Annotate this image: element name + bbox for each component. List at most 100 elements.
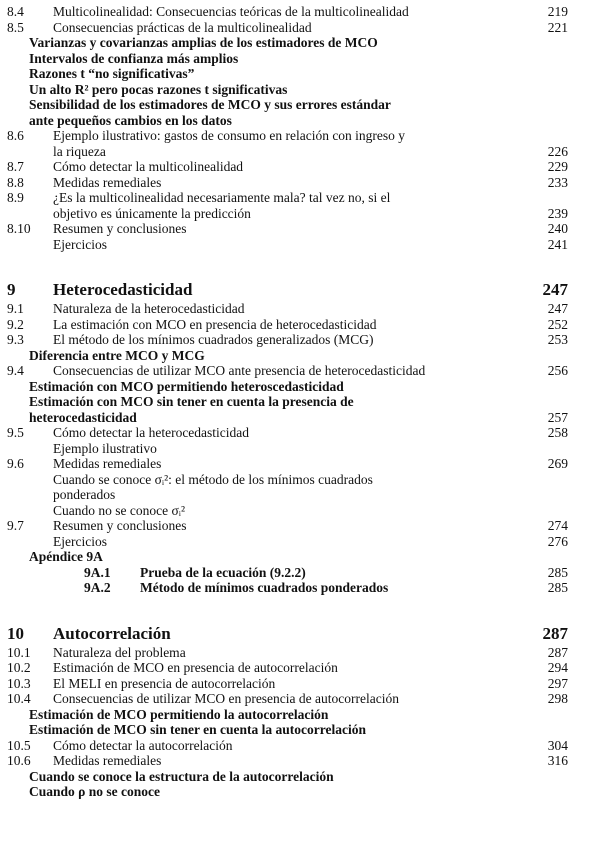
title-line: Consecuencias prácticas de la multicolin… — [53, 19, 312, 35]
title-line: Cómo detectar la autocorrelación — [53, 737, 233, 753]
toc-entry: 9A.2 Método de mínimos cuadrados ponderad… — [0, 580, 600, 596]
toc-entry: Estimación de MCO sin tener en cuenta la… — [0, 722, 600, 738]
title-line: Ejercicios — [53, 236, 107, 252]
toc-section: 8.4 Multicolinealidad: Consecuencias teór… — [0, 4, 600, 252]
entry-page: 257 — [547, 409, 568, 425]
entry-title: Apéndice 9A — [7, 549, 508, 565]
entry-page: 269 — [547, 456, 568, 471]
entry-title: Resumen y conclusiones — [53, 518, 508, 534]
toc-entry: Ejemplo ilustrativo — [0, 441, 600, 457]
title-line: Estimación de MCO sin tener en cuenta la… — [29, 722, 366, 737]
title-line: El método de los mínimos cuadrados gener… — [53, 332, 374, 347]
entry-page: 240 — [547, 221, 568, 236]
entry-title: Cuando se conoce σᵢ²: el método de los m… — [53, 472, 508, 503]
entry-page: 229 — [547, 159, 568, 174]
entry-title: Estimación de MCO en presencia de autoco… — [53, 660, 508, 676]
chapter-heading: 10 Autocorrelación 287 — [0, 623, 600, 644]
title-line: Medidas remediales — [53, 753, 162, 768]
entry-title: Un alto R² pero pocas razones t signific… — [7, 82, 508, 98]
toc-entry: Cuando se conoce σᵢ²: el método de los m… — [0, 472, 600, 503]
entry-title: Consecuencias de utilizar MCO ante prese… — [53, 363, 508, 379]
entry-number — [7, 441, 53, 457]
entry-number: 8.9 — [7, 190, 24, 205]
entry-title: Método de mínimos cuadrados ponderados — [140, 580, 508, 596]
entry-number: 8.8 — [7, 174, 24, 190]
toc-entry: Intervalos de confianza más amplios — [0, 51, 600, 67]
toc-entry: 9.2 La estimación con MCO en presencia de… — [0, 317, 600, 333]
title-line: Cómo detectar la multicolinealidad — [53, 159, 244, 174]
entry-title: Diferencia entre MCO y MCG — [7, 348, 508, 364]
title-line: Naturaleza de la heterocedasticidad — [53, 301, 245, 316]
chapter-page: 247 — [542, 280, 569, 299]
toc-entry: Varianzas y covarianzas amplias de los e… — [0, 35, 600, 51]
title-line: objetivo es únicamente la predicción — [53, 205, 251, 221]
entry-title: Medidas remediales — [53, 175, 508, 191]
entry-title: Estimación de MCO sin tener en cuenta la… — [7, 722, 508, 738]
toc-entry: Estimación de MCO permitiendo la autocor… — [0, 707, 600, 723]
title-line: Cuando se conoce la estructura de la aut… — [29, 768, 334, 784]
title-line: Razones t “no significativas” — [29, 66, 195, 81]
toc-entry: 8.4 Multicolinealidad: Consecuencias teór… — [0, 4, 600, 20]
toc-entry: Sensibilidad de los estimadores de MCO y… — [0, 97, 600, 128]
toc-section: 9 Heterocedasticidad 247 9.1 Naturaleza de l… — [0, 279, 600, 596]
entry-title: El método de los mínimos cuadrados gener… — [53, 332, 508, 348]
entry-title: Sensibilidad de los estimadores de MCO y… — [7, 97, 508, 128]
title-line: Consecuencias de utilizar MCO en presenc… — [53, 691, 399, 706]
toc-entry: Ejercicios 241 — [0, 237, 600, 253]
title-line: Varianzas y covarianzas amplias de los e… — [29, 35, 378, 50]
toc-entry: 10.2 Estimación de MCO en presencia de au… — [0, 660, 600, 676]
title-line: Ejemplo ilustrativo — [53, 440, 157, 456]
toc-entry: 10.6 Medidas remediales 316 — [0, 753, 600, 769]
entry-title: Razones t “no significativas” — [7, 66, 508, 82]
entry-page: 316 — [547, 753, 568, 768]
title-line: Método de mínimos cuadrados ponderados — [140, 580, 389, 595]
title-line: ¿Es la multicolinealidad necesariamente … — [53, 190, 391, 205]
entry-number: 10.5 — [7, 737, 31, 753]
entry-title: ¿Es la multicolinealidad necesariamente … — [53, 190, 508, 221]
entry-number: 10.4 — [7, 691, 31, 706]
entry-title: Medidas remediales — [53, 753, 508, 769]
title-line: Estimación con MCO sin tener en cuenta l… — [29, 394, 354, 409]
entry-page: 221 — [547, 19, 568, 35]
toc-entry: 9.6 Medidas remediales 269 — [0, 456, 600, 472]
entry-title: Naturaleza de la heterocedasticidad — [53, 301, 508, 317]
entry-number: 9.6 — [7, 456, 24, 471]
title-line: heterocedasticidad — [29, 409, 137, 425]
title-line: Medidas remediales — [53, 174, 162, 190]
entry-page: 285 — [547, 564, 568, 580]
entry-number: 9A.1 — [84, 564, 111, 580]
entry-title: Naturaleza del problema — [53, 645, 508, 661]
toc-entry: 10.1 Naturaleza del problema 287 — [0, 645, 600, 661]
toc-entry: Estimación con MCO sin tener en cuenta l… — [0, 394, 600, 425]
title-line: Cómo detectar la heterocedasticidad — [53, 425, 250, 440]
title-line: Medidas remediales — [53, 456, 162, 471]
title-line: Cuando ρ no se conoce — [29, 784, 160, 799]
entry-title: Estimación con MCO sin tener en cuenta l… — [7, 394, 508, 425]
entry-number: 10.1 — [7, 644, 31, 660]
entry-title: Cómo detectar la multicolinealidad — [53, 159, 508, 175]
entry-title: El MELI en presencia de autocorrelación — [53, 676, 508, 692]
toc-entry: 9.5 Cómo detectar la heterocedasticidad 25… — [0, 425, 600, 441]
chapter-heading: 9 Heterocedasticidad 247 — [0, 279, 600, 300]
title-line: Un alto R² pero pocas razones t signific… — [29, 81, 288, 97]
entry-page: 253 — [547, 332, 568, 347]
entry-title: Consecuencias prácticas de la multicolin… — [53, 20, 508, 36]
toc-entry: 8.6 Ejemplo ilustrativo: gastos de consum… — [0, 128, 600, 159]
entry-title: Consecuencias de utilizar MCO en presenc… — [53, 691, 508, 707]
chapter-title: Heterocedasticidad — [53, 280, 193, 299]
toc-entry: Cuando ρ no se conoce — [0, 784, 600, 800]
entry-number: 8.5 — [7, 19, 24, 35]
entry-title: Intervalos de confianza más amplios — [7, 51, 508, 67]
entry-title: Ejercicios — [53, 534, 508, 550]
title-line: ponderados — [53, 487, 116, 502]
title-line: Ejemplo ilustrativo: gastos de consumo e… — [53, 128, 406, 143]
entry-page: 247 — [547, 301, 568, 316]
title-line: Diferencia entre MCO y MCG — [29, 347, 205, 363]
entry-number: 9.5 — [7, 425, 24, 440]
entry-page: 241 — [547, 236, 568, 252]
title-line: Resumen y conclusiones — [53, 221, 187, 236]
entry-number: 8.4 — [7, 4, 24, 19]
entry-number: 10.2 — [7, 660, 31, 675]
title-line: Cuando no se conoce σᵢ² — [53, 502, 186, 518]
